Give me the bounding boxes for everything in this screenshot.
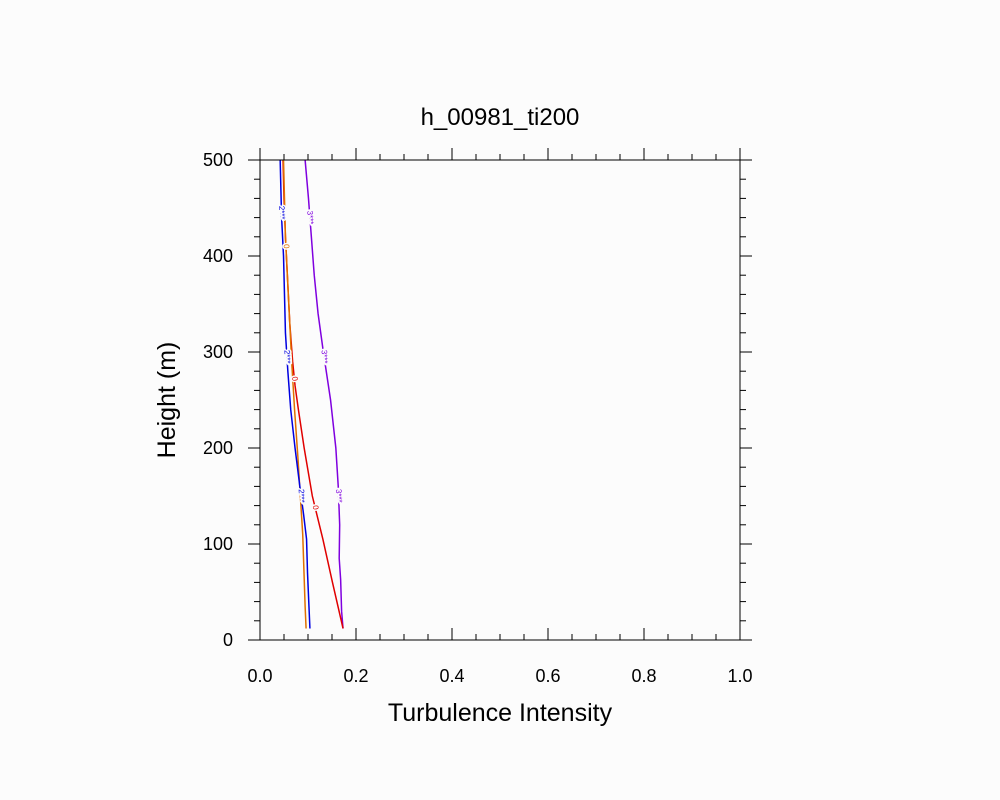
line-label: 3*** bbox=[334, 489, 344, 503]
line-label: 3*** bbox=[319, 350, 329, 364]
x-axis-title: Turbulence Intensity bbox=[388, 699, 613, 727]
x-tick-label: 0.8 bbox=[631, 666, 656, 686]
y-tick-label: 200 bbox=[203, 438, 233, 458]
y-tick-label: 300 bbox=[203, 342, 233, 362]
series-line-0 bbox=[304, 159, 344, 629]
x-tick-label: 0.0 bbox=[247, 666, 272, 686]
series-line-3 bbox=[279, 159, 311, 629]
y-tick-label: 400 bbox=[203, 246, 233, 266]
y-tick-label: 0 bbox=[223, 630, 233, 650]
line-label: 2*** bbox=[297, 489, 307, 503]
line-label: 3*** bbox=[305, 210, 315, 224]
series-layer bbox=[279, 159, 344, 629]
x-tick-label: 0.6 bbox=[535, 666, 560, 686]
x-tick-label: 0.4 bbox=[439, 666, 464, 686]
series-line-1 bbox=[282, 159, 344, 629]
line-label: 0 bbox=[311, 505, 321, 511]
line-label: 2*** bbox=[277, 206, 287, 220]
line-labels-layer: 3*** 3*** 3*** 0 0 0 2*** 2*** 2*** bbox=[275, 204, 345, 512]
x-tick-label: 1.0 bbox=[727, 666, 752, 686]
line-label: 0 bbox=[290, 376, 300, 382]
line-label: 0 bbox=[282, 244, 291, 249]
y-tick-label: 500 bbox=[203, 150, 233, 170]
y-tick-label: 100 bbox=[203, 534, 233, 554]
chart-title: h_00981_ti200 bbox=[421, 104, 580, 131]
series-line-2 bbox=[282, 159, 307, 629]
x-tick-label: 0.2 bbox=[343, 666, 368, 686]
plot-axes: 0.0 0.2 0.4 0.6 0.8 1.0 0 100 200 300 400 500 bbox=[203, 148, 753, 686]
line-label: 2*** bbox=[282, 350, 292, 364]
plot-frame bbox=[259, 159, 741, 641]
y-axis-title: Height (m) bbox=[153, 342, 181, 459]
